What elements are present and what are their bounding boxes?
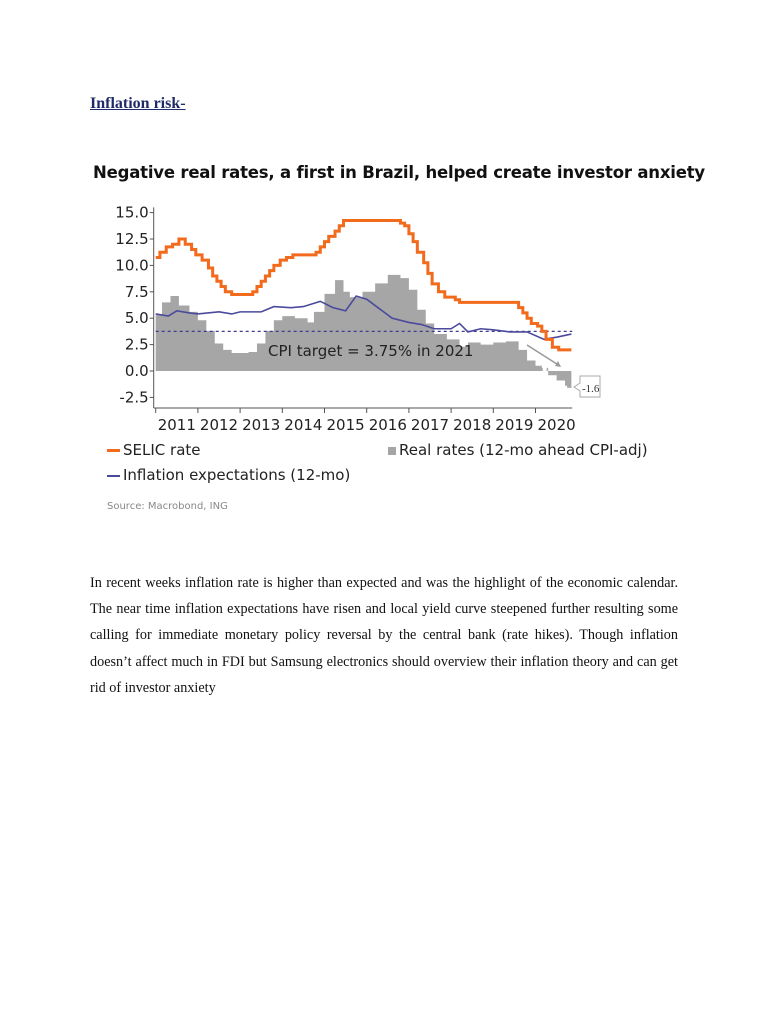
annotation-callout: -1.6 — [526, 344, 601, 398]
y-tick-label: 2.5 — [125, 336, 149, 354]
x-tick-label: 2013 — [242, 416, 280, 434]
x-tick-label: 2015 — [327, 416, 365, 434]
legend-item-real-rates: Real rates (12-mo ahead CPI-adj) — [388, 441, 648, 459]
x-tick-label: 2016 — [369, 416, 407, 434]
y-tick-label: 10.0 — [115, 256, 148, 274]
x-tick-label: 2014 — [284, 416, 322, 434]
annotation-label: -1.6 — [582, 383, 600, 395]
x-tick-label: 2019 — [495, 416, 533, 434]
y-tick-label: 15.0 — [115, 204, 148, 222]
annotation-arrowhead — [555, 361, 561, 367]
x-tick-label: 2011 — [158, 416, 196, 434]
annotation-box — [573, 375, 601, 398]
y-tick-label: 7.5 — [125, 283, 149, 301]
y-tick-label: 12.5 — [115, 230, 148, 248]
legend-item-selic: SELIC rate — [107, 441, 201, 459]
y-tick-label: -2.5 — [119, 388, 148, 406]
reference-line-label: CPI target = 3.75% in 2021 — [268, 342, 473, 360]
annotation-arrow — [526, 344, 561, 367]
legend-swatch-orange — [107, 449, 120, 452]
chart-title: Negative real rates, a first in Brazil, … — [93, 163, 705, 182]
body-paragraph: In recent weeks inflation rate is higher… — [90, 575, 678, 696]
series-selic-line — [155, 219, 572, 352]
series-real-rates-area — [155, 274, 572, 388]
legend-item-inflation-expectations: Inflation expectations (12-mo) — [107, 466, 350, 484]
x-tick-label: 2017 — [411, 416, 449, 434]
legend-label: Real rates (12-mo ahead CPI-adj) — [399, 441, 648, 459]
y-tick-label: 0.0 — [125, 362, 149, 380]
x-tick-label: 2020 — [538, 416, 576, 434]
legend-swatch-blue — [107, 474, 120, 477]
area-gap — [542, 364, 547, 378]
x-tick-label: 2018 — [453, 416, 491, 434]
y-tick-label: 5.0 — [125, 309, 149, 327]
legend-label: Inflation expectations (12-mo) — [123, 466, 351, 484]
series-inflation-expectations-line — [155, 295, 572, 341]
section-heading: Inflation risk- — [90, 95, 186, 112]
legend-label: SELIC rate — [123, 441, 201, 459]
legend-swatch-gray — [388, 446, 396, 455]
x-tick-label: 2012 — [200, 416, 238, 434]
chart-source: Source: Macrobond, ING — [107, 501, 228, 512]
